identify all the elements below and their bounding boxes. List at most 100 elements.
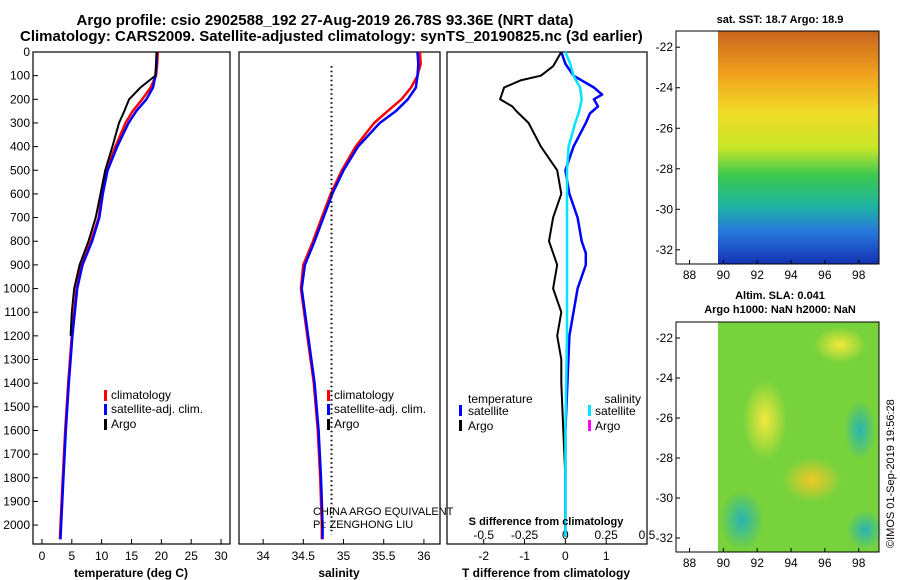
- map-lon-label: 90: [717, 268, 731, 282]
- sla-map-title-line2: Argo h1000: NaN h2000: NaN: [704, 304, 856, 316]
- map-lon-label: 92: [751, 556, 765, 570]
- legend-label: climatology: [111, 388, 171, 402]
- legend-swatch: [327, 419, 330, 430]
- sla-map: 88 90 92 94 96 98 -22 -24 -26 -28 -30 -32: [656, 321, 883, 570]
- series-line-satellite-adj-clim-: [300, 51, 420, 540]
- legend-label: Argo: [334, 417, 360, 431]
- sst-map-frame: [675, 30, 880, 265]
- depth-tick-label: 700: [10, 211, 30, 225]
- legend-label: Argo: [111, 417, 137, 431]
- x2-tick-label: -0.25: [511, 528, 539, 542]
- map-lat-label: -24: [656, 371, 674, 385]
- depth-tick-label: 1700: [3, 447, 30, 461]
- map-lon-label: 94: [784, 556, 798, 570]
- sla-anomaly-high: [782, 458, 842, 502]
- sla-anomaly-low: [844, 400, 876, 460]
- legend-label: climatology: [334, 388, 394, 402]
- map-lat-label: -32: [656, 531, 674, 545]
- legend-label: satellite: [595, 404, 636, 418]
- map-lon-label: 96: [818, 268, 832, 282]
- x2-tick-label: -0.5: [473, 528, 494, 542]
- depth-tick-label: 900: [10, 258, 30, 272]
- depth-tick-label: 100: [10, 69, 30, 83]
- depth-tick-label: 500: [10, 163, 30, 177]
- x2-tick-label: 0.5: [639, 528, 656, 542]
- float-program-annotation: CHINA ARGO EQUIVALENT: [313, 506, 454, 518]
- x-tick-label: 25: [185, 549, 199, 563]
- x-tick-label: 0: [562, 549, 569, 563]
- series-line-temperature-argo: [499, 51, 567, 537]
- map-lon-label: 88: [683, 268, 697, 282]
- legend-heading-salinity: salinity: [604, 392, 641, 406]
- x-tick-label: 34: [256, 549, 270, 563]
- salinity-panel: 34 34.5 35 35.5 36 climatologysatellite-adj.…: [238, 51, 454, 580]
- map-lat-label: -30: [656, 202, 674, 216]
- x-tick-label: 34.5: [292, 549, 316, 563]
- difference-plot-frame: [446, 51, 648, 545]
- x-tick-label: 1: [603, 549, 610, 563]
- legend-swatch: [327, 390, 330, 401]
- depth-tick-label: 200: [10, 92, 30, 106]
- map-lat-label: -30: [656, 491, 674, 505]
- legend-swatch: [588, 420, 591, 431]
- map-lon-label: 94: [784, 268, 798, 282]
- figure-title-line1: Argo profile: csio 2902588_192 27-Aug-20…: [76, 12, 574, 29]
- sla-anomaly-low: [720, 490, 764, 550]
- sst-map-title: sat. SST: 18.7 Argo: 18.9: [716, 14, 844, 26]
- map-lat-label: -28: [656, 451, 674, 465]
- temperature-difference-axis-label: T difference from climatology: [462, 566, 630, 580]
- map-lat-label: -24: [656, 81, 674, 95]
- legend-heading-temperature: temperature: [468, 392, 533, 406]
- map-lat-label: -28: [656, 162, 674, 176]
- series-line-satellite-adj-clim-: [59, 52, 158, 540]
- legend-swatch: [327, 404, 330, 415]
- legend-swatch: [459, 405, 462, 416]
- map-lat-label: -26: [656, 411, 674, 425]
- x-tick-label: -1: [519, 549, 530, 563]
- depth-tick-label: 1000: [3, 282, 30, 296]
- depth-tick-label: 600: [10, 187, 30, 201]
- depth-tick-label: 400: [10, 140, 30, 154]
- difference-panel: -2 -1 0 1 -0.5 -0.25 0 0.25 0.5 temperaturesate…: [446, 51, 656, 580]
- legend-label: Argo: [595, 419, 621, 433]
- x-tick-label: 35.5: [372, 549, 396, 563]
- x-tick-label: 30: [214, 549, 228, 563]
- sla-anomaly-low: [847, 510, 883, 550]
- map-lat-label: -26: [656, 121, 674, 135]
- figure-title-line2: Climatology: CARS2009. Satellite-adjuste…: [20, 28, 643, 45]
- x-tick-label: -2: [478, 549, 489, 563]
- map-lon-label: 90: [717, 556, 731, 570]
- x-tick-label: 5: [68, 549, 75, 563]
- depth-tick-label: 1200: [3, 329, 30, 343]
- legend-swatch: [104, 419, 107, 430]
- map-lon-label: 96: [818, 556, 832, 570]
- map-lat-label: -32: [656, 243, 674, 257]
- series-line-salinity-satellite: [564, 51, 583, 537]
- depth-tick-label: 1100: [4, 305, 30, 319]
- sla-map-frame: [675, 321, 880, 553]
- series-line-climatology: [299, 51, 422, 540]
- legend-label: Argo: [468, 419, 494, 433]
- series-line-argo: [69, 51, 158, 336]
- map-lon-label: 92: [751, 268, 765, 282]
- temperature-x-axis-label: temperature (deg C): [74, 566, 188, 580]
- depth-tick-label: 1500: [3, 400, 30, 414]
- legend-swatch: [459, 420, 462, 431]
- x-tick-label: 15: [125, 549, 139, 563]
- sla-anomaly-high: [814, 327, 866, 363]
- x-tick-label: 36: [417, 549, 431, 563]
- sla-map-title-line1: Altim. SLA: 0.041: [735, 290, 825, 302]
- legend-label: satellite: [468, 404, 509, 418]
- legend-label: satellite-adj. clim.: [111, 402, 203, 416]
- map-lat-label: -22: [656, 331, 674, 345]
- float-pi-annotation: PI: ZENGHONG LIU: [313, 519, 413, 531]
- depth-tick-label: 2000: [3, 518, 30, 532]
- salinity-difference-axis-label: S difference from climatology: [469, 516, 625, 528]
- x-tick-label: 35: [337, 549, 351, 563]
- depth-tick-label: 0: [23, 45, 30, 59]
- temperature-panel: 0100200300400500600700800900100011001200…: [3, 45, 231, 580]
- map-lat-label: -22: [656, 40, 674, 54]
- sla-anomaly-high: [743, 380, 787, 460]
- salinity-x-axis-label: salinity: [318, 566, 360, 580]
